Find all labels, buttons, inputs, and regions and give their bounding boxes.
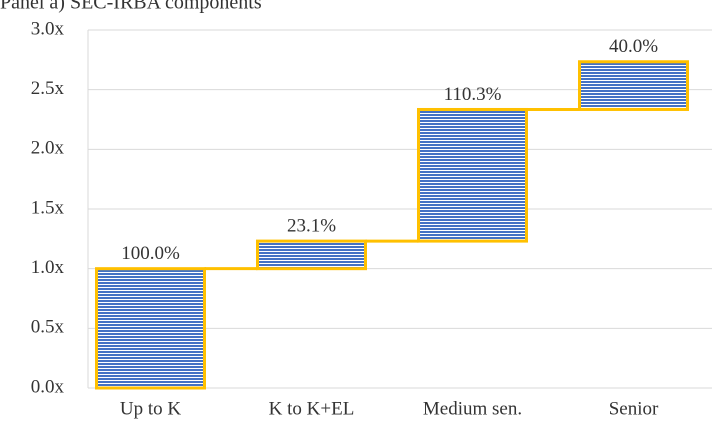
x-tick-label: Medium sen. — [423, 398, 522, 419]
bar — [417, 107, 528, 243]
y-tick-label: 2.0x — [31, 138, 65, 159]
bar — [256, 239, 367, 271]
bar — [95, 267, 206, 390]
x-tick-label: Up to K — [120, 398, 182, 419]
y-tick-label: 0.0x — [31, 376, 65, 397]
data-label: 100.0% — [121, 243, 180, 264]
y-tick-label: 3.0x — [31, 18, 65, 39]
y-tick-label: 0.5x — [31, 317, 65, 338]
x-tick-label: Senior — [609, 398, 659, 419]
y-tick-label: 1.0x — [31, 257, 65, 278]
y-tick-label: 1.5x — [31, 197, 65, 218]
data-label: 40.0% — [609, 36, 658, 57]
y-tick-label: 2.5x — [31, 78, 65, 99]
chart-title: Panel a) SEC-IRBA components — [0, 0, 262, 14]
x-tick-label: K to K+EL — [269, 398, 355, 419]
bar — [578, 60, 689, 111]
data-label: 23.1% — [287, 215, 336, 236]
data-label: 110.3% — [444, 84, 502, 105]
